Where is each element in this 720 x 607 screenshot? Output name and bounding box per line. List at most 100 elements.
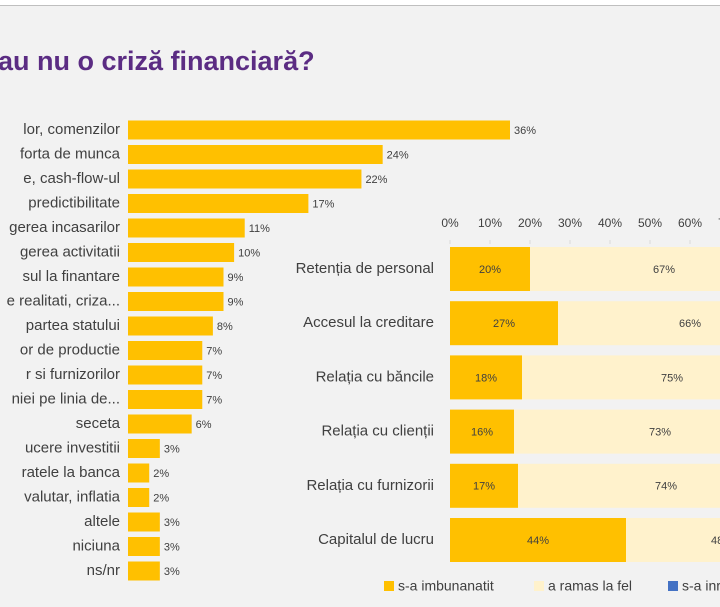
- top-strip: [0, 0, 720, 5]
- value-label: 66%: [679, 318, 701, 330]
- value-label: 11%: [249, 223, 270, 235]
- x-tick-label: 60%: [678, 216, 702, 230]
- bar-segment: [514, 409, 720, 454]
- value-label: 18%: [475, 372, 497, 384]
- value-label: 27%: [493, 318, 515, 330]
- x-tick-label: 40%: [598, 216, 622, 230]
- value-label: 3%: [164, 517, 180, 529]
- bar: [128, 365, 203, 385]
- category-label: Retenția de personal: [296, 260, 434, 277]
- bar: [128, 439, 160, 458]
- category-label: niei pe linia de...: [12, 390, 120, 407]
- x-tick-label: 30%: [558, 216, 582, 230]
- bar: [128, 120, 510, 140]
- value-label: 2%: [153, 468, 169, 480]
- value-label: 7%: [206, 394, 222, 406]
- value-label: 36%: [514, 125, 536, 137]
- value-label: 3%: [164, 566, 180, 578]
- value-label: 16%: [471, 427, 493, 439]
- category-label: Capitalul de lucru: [318, 531, 434, 548]
- value-label: 73%: [649, 427, 671, 439]
- value-label: 67%: [653, 264, 675, 276]
- x-tick-label: 50%: [638, 216, 662, 230]
- value-label: 3%: [164, 443, 180, 455]
- value-label: 20%: [479, 264, 501, 276]
- category-label: gerea incasarilor: [9, 219, 120, 236]
- category-label: ns/nr: [87, 562, 120, 579]
- value-label: 48%: [711, 535, 720, 547]
- category-label: seceta: [76, 415, 121, 432]
- bar: [128, 292, 224, 311]
- bar-segment: [518, 463, 720, 508]
- value-label: 7%: [206, 370, 222, 382]
- category-label: forta de munca: [20, 145, 121, 162]
- category-label: lor, comenzilor: [23, 121, 120, 138]
- value-label: 44%: [527, 535, 549, 547]
- category-label: Relația cu băncile: [316, 368, 434, 385]
- category-label: ratele la banca: [22, 464, 121, 481]
- x-tick-label: 20%: [518, 216, 542, 230]
- bar-segment: [450, 247, 530, 291]
- bar-segment: [530, 247, 720, 291]
- bar: [128, 243, 235, 262]
- category-label: niciuna: [72, 537, 120, 554]
- value-label: 9%: [228, 296, 244, 308]
- x-tick-label: 70%: [718, 216, 720, 230]
- bar-segment: [558, 301, 720, 346]
- bar-segment: [450, 463, 518, 508]
- value-label: 7%: [206, 345, 222, 357]
- bar-segment: [626, 518, 720, 562]
- value-label: 75%: [661, 372, 683, 384]
- legend-label: s-a imbunanatit: [398, 578, 494, 594]
- category-label: Relația cu furnizorii: [306, 477, 434, 494]
- category-label: e realitati, criza...: [7, 292, 120, 309]
- bar: [128, 561, 160, 581]
- value-label: 10%: [238, 247, 260, 259]
- legend-swatch: [668, 581, 678, 591]
- bar-segment: [450, 518, 626, 562]
- value-label: 24%: [387, 149, 409, 161]
- category-label: Accesul la creditare: [303, 314, 434, 331]
- value-label: 74%: [655, 481, 677, 493]
- x-tick-label: 0%: [441, 216, 459, 230]
- bar: [128, 267, 224, 287]
- category-label: altele: [84, 513, 120, 530]
- category-label: valutar, inflatia: [24, 488, 121, 505]
- category-label: ucere investitii: [25, 439, 120, 456]
- chart-title: au nu o criză financiară?: [0, 46, 315, 76]
- bar: [128, 194, 309, 213]
- bar: [128, 463, 150, 483]
- category-label: e, cash-flow-ul: [23, 170, 120, 187]
- bar: [128, 218, 245, 238]
- category-label: r si furnizorilor: [26, 366, 120, 383]
- legend-label: s-a inrautatit: [682, 578, 720, 594]
- value-label: 8%: [217, 321, 233, 333]
- bar: [128, 414, 192, 434]
- value-label: 3%: [164, 541, 180, 553]
- bar: [128, 390, 203, 409]
- category-label: predictibilitate: [28, 194, 120, 211]
- category-label: sul la finantare: [22, 268, 120, 285]
- legend-swatch: [534, 581, 544, 591]
- value-label: 17%: [473, 481, 495, 493]
- category-label: partea statului: [26, 317, 120, 334]
- bar: [128, 169, 362, 189]
- category-label: Relația cu clienții: [321, 423, 434, 440]
- bar: [128, 145, 383, 164]
- value-label: 9%: [228, 272, 244, 284]
- value-label: 22%: [365, 174, 387, 186]
- bar-segment: [450, 301, 558, 346]
- bar: [128, 341, 203, 360]
- bar-segment: [450, 409, 514, 454]
- bar: [128, 316, 213, 336]
- legend-swatch: [384, 581, 394, 591]
- bar-segment: [450, 355, 522, 400]
- legend-label: a ramas la fel: [548, 578, 632, 594]
- bar: [128, 488, 150, 507]
- bar-segment: [522, 355, 720, 400]
- bar: [128, 512, 160, 532]
- value-label: 6%: [196, 419, 212, 431]
- x-tick-label: 10%: [478, 216, 502, 230]
- value-label: 17%: [312, 198, 334, 210]
